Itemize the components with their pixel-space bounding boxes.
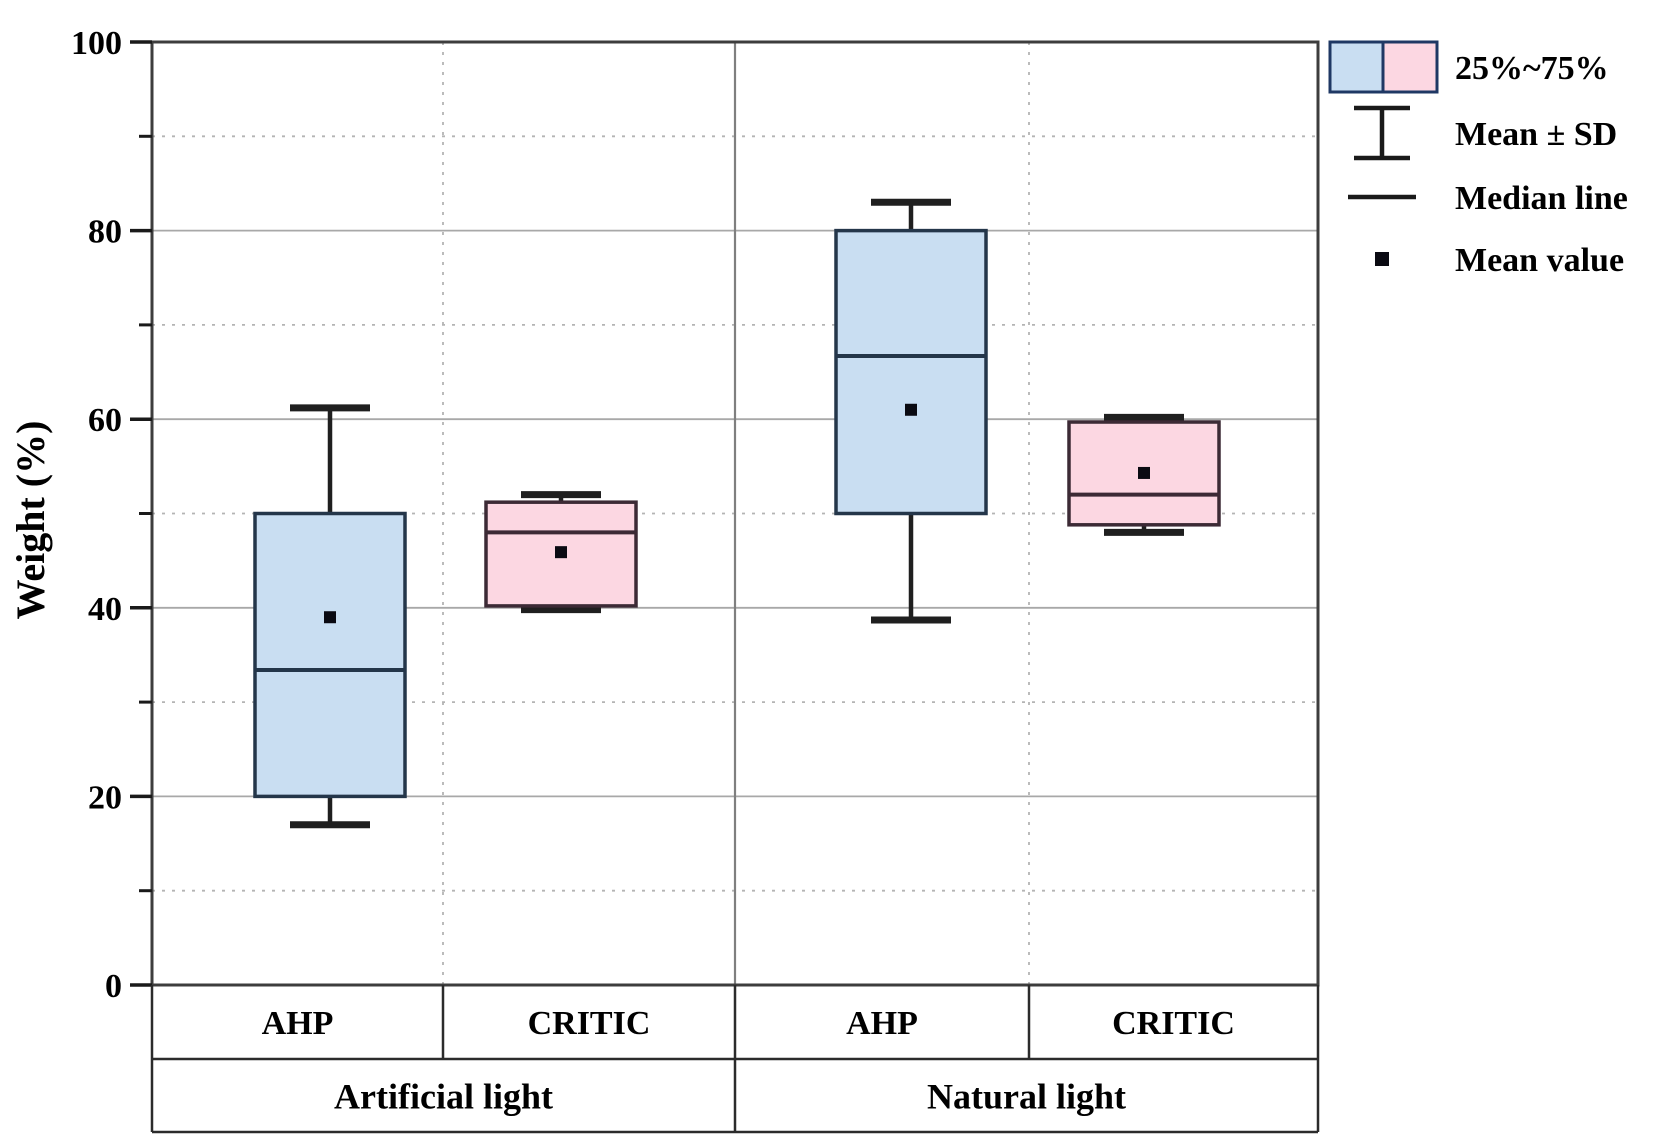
legend-label-2: Median line — [1455, 180, 1628, 217]
legend-blue-swatch-icon — [1328, 40, 1385, 94]
y-tick-label-60: 60 — [88, 402, 122, 439]
y-tick-label-40: 40 — [88, 591, 122, 628]
mean-marker-natural-critic — [1138, 466, 1150, 479]
y-axis-title: Weight (%) — [8, 421, 53, 620]
method-label-ahp: AHP — [262, 1005, 334, 1042]
legend-mean-square-icon — [1375, 252, 1389, 266]
method-label-ahp: AHP — [846, 1005, 918, 1042]
group-label-natural-light: Natural light — [927, 1077, 1126, 1117]
legend-label-0: 25%~75% — [1455, 50, 1609, 87]
y-tick-label-100: 100 — [71, 25, 122, 62]
iqr-box-natural-ahp — [834, 228, 988, 516]
mean-marker-artificial-ahp — [324, 611, 336, 624]
legend-pink-swatch-icon — [1381, 40, 1439, 94]
iqr-box-artificial-ahp — [253, 511, 407, 799]
method-label-critic: CRITIC — [528, 1005, 651, 1042]
y-tick-label-0: 0 — [105, 968, 122, 1005]
method-label-critic: CRITIC — [1112, 1005, 1235, 1042]
y-tick-label-20: 20 — [88, 779, 122, 816]
mean-marker-natural-ahp — [905, 403, 917, 416]
mean-marker-artificial-critic — [555, 546, 567, 559]
y-tick-label-80: 80 — [88, 214, 122, 251]
group-label-artificial-light: Artificial light — [334, 1077, 553, 1117]
legend-label-1: Mean ± SD — [1455, 116, 1617, 153]
legend-label-3: Mean value — [1455, 242, 1624, 279]
